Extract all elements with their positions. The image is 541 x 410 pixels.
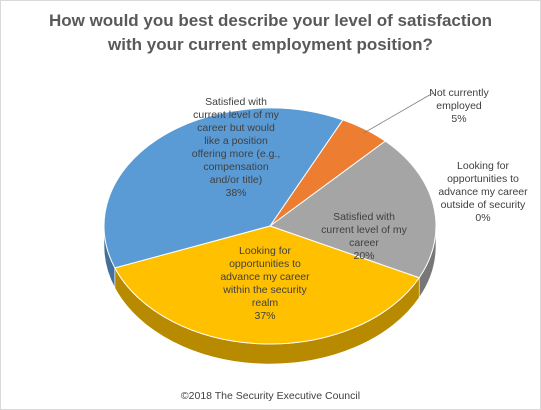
slice-label-satisfied-with-current-level-of-my-career: Satisfied with current level of my career 2… (321, 211, 408, 262)
pie-labels: Not currently employed 5% Looking for opport… (192, 87, 528, 322)
pie-slice-looking-for-opportunities-to-advance-my-career-within-the-security-realm (114, 225, 420, 345)
slice-label-looking-for-opportunities-to-advance-my-career-within-the-security-realm: Looking for opportunities to advance my ca… (220, 245, 310, 322)
slice-label-looking-for-opportunities-to-advance-my-career-outside-of-security: Looking for opportunities to advance my ca… (438, 160, 528, 224)
leader-line-not-currently-employed (363, 92, 434, 134)
pie-slice-satisfied-with-current-level-of-my-career-but-would-like-a-position-offering-more-e-g-compensation-and-or-title (103, 107, 344, 269)
slice-label-not-currently-employed: Not currently employed 5% (429, 87, 489, 125)
chart-title-line-2: with your current employment position? (108, 35, 433, 54)
slice-label-satisfied-with-current-level-of-my-career-but-would-like-a-position-offering-more-e-g-compensation-and-or-title: Satisfied with current level of my career … (192, 96, 281, 199)
chart-title: How would you best describe your level o… (1, 9, 540, 57)
chart-title-line-1: How would you best describe your level o… (48, 11, 493, 30)
pie-slice-satisfied-with-current-level-of-my-career (268, 140, 437, 279)
copyright-footer: ©2018 The Security Executive Council (180, 390, 361, 402)
pie-top (103, 107, 437, 345)
